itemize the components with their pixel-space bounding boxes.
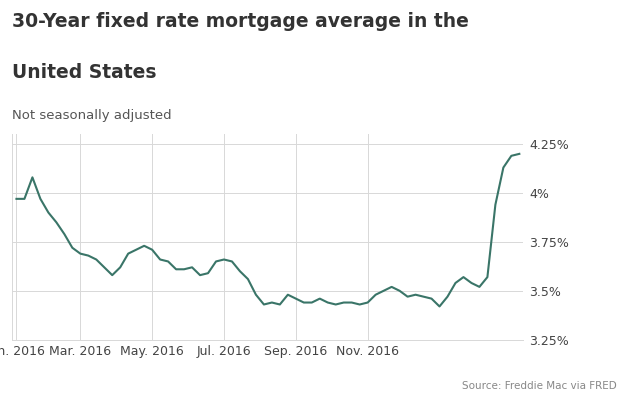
- Text: Source: Freddie Mac via FRED: Source: Freddie Mac via FRED: [462, 381, 617, 391]
- Text: United States: United States: [12, 63, 157, 82]
- Text: 30-Year fixed rate mortgage average in the: 30-Year fixed rate mortgage average in t…: [12, 12, 469, 31]
- Text: Not seasonally adjusted: Not seasonally adjusted: [12, 109, 172, 122]
